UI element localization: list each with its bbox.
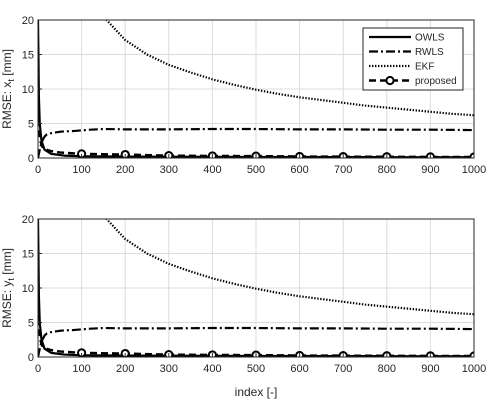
legend-label-OWLS: OWLS (415, 33, 445, 44)
y-tick-label: 20 (22, 214, 34, 226)
y-tick-label: 20 (22, 15, 34, 27)
x-tick-label: 0 (35, 363, 41, 375)
legend-box (362, 27, 464, 91)
x-tick-label: 500 (247, 164, 265, 176)
y-tick-label: 0 (28, 352, 34, 364)
x-tick-label: 800 (378, 164, 396, 176)
x-tick-label: 700 (334, 363, 352, 375)
x-tick-label: 200 (116, 164, 134, 176)
x-tick-label: 600 (290, 363, 308, 375)
x-tick-label: 700 (334, 164, 352, 176)
y-tick-label: 10 (22, 283, 34, 295)
x-tick-label: 500 (247, 363, 265, 375)
y-tick-label: 0 (28, 153, 34, 165)
x-tick-label: 900 (421, 164, 439, 176)
x-tick-label: 100 (72, 164, 90, 176)
y-tick-label: 15 (22, 249, 34, 261)
legend-label-RWLS: RWLS (415, 47, 444, 58)
chart-2: 0 100 200 300 400 500 600 700 800 900 1000 0 5 10 15 20… (0, 214, 486, 399)
legend-marker-proposed (385, 75, 395, 86)
y-tick-label: 5 (28, 119, 34, 131)
y-tick-label: 5 (28, 318, 34, 330)
y-tick-label: 15 (22, 50, 34, 62)
chart-1: 0 100 200 300 400 500 600 700 800 900 1000 0 5 10 15 20… (0, 15, 486, 176)
x-tick-label: 400 (203, 363, 221, 375)
x-tick-label: 1000 (462, 164, 486, 176)
y-tick-label: 10 (22, 84, 34, 96)
series-line-RWLS (38, 326, 474, 357)
x-tick-label: 100 (72, 363, 90, 375)
x-tick-label: 200 (116, 363, 134, 375)
x-tick-label: 900 (421, 363, 439, 375)
x-tick-label: 1000 (462, 363, 486, 375)
series-line-OWLS (38, 20, 474, 158)
legend-label-EKF: EKF (415, 62, 434, 73)
x-tick-label: 400 (203, 164, 221, 176)
series-line-EKF (105, 20, 474, 117)
x-tick-label: 300 (160, 164, 178, 176)
x-tick-label: 800 (378, 363, 396, 375)
x-axis-label: index [-] (235, 385, 278, 399)
legend-label-proposed: proposed (415, 76, 457, 87)
series-line-EKF (105, 219, 474, 316)
y-axis-label: RMSE: xt [mm] (0, 49, 16, 129)
y-axis-label: RMSE: yt [mm] (0, 248, 16, 328)
x-tick-label: 300 (160, 363, 178, 375)
series-line-OWLS (38, 219, 474, 357)
x-tick-label: 0 (35, 164, 41, 176)
series-line-RWLS (38, 127, 474, 158)
legend: OWLS RWLS EKF proposed (362, 27, 464, 91)
x-tick-label: 600 (290, 164, 308, 176)
